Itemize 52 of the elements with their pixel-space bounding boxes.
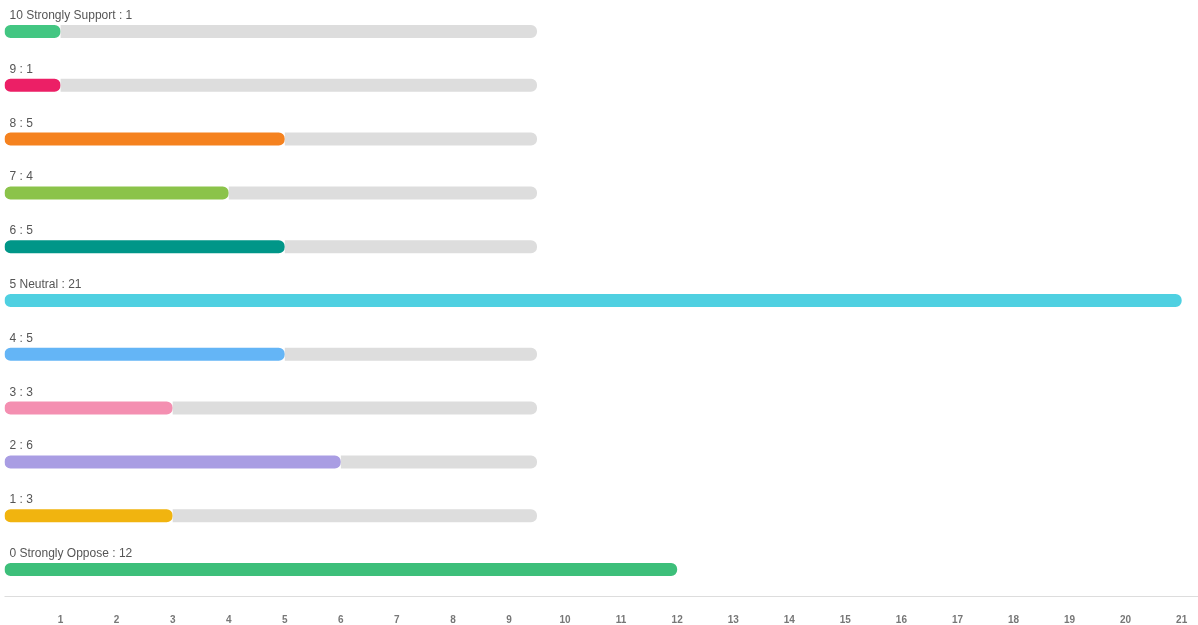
x-tick-label: 12: [671, 613, 684, 625]
x-tick-label: 10: [559, 613, 572, 625]
bar: [172, 509, 538, 523]
x-tick-label: 6: [338, 613, 345, 625]
y-tick-label: 4 : 5: [9, 330, 34, 345]
x-tick-label: 21: [1176, 613, 1188, 625]
bar: [284, 132, 538, 146]
bar: [4, 186, 229, 200]
y-tick-label: 0 Strongly Oppose : 12: [9, 546, 133, 560]
bar: [4, 240, 285, 254]
x-tick-label: 14: [783, 613, 796, 625]
y-tick-label: 6 : 5: [9, 223, 34, 238]
y-tick-label: 5 Neutral : 21: [9, 277, 82, 291]
y-tick-label: 3 : 3: [9, 384, 34, 399]
x-tick-label: 18: [1007, 613, 1020, 625]
y-tick-label: 8 : 5: [9, 115, 34, 130]
x-tick-label: 1: [57, 613, 64, 625]
bar: [4, 455, 341, 469]
bar: [60, 25, 538, 38]
bar: [4, 509, 173, 523]
bar: [4, 401, 173, 415]
x-tick-label: 13: [727, 613, 740, 625]
x-tick-label: 2: [113, 613, 120, 625]
bar: [228, 186, 538, 200]
x-tick-label: 4: [225, 613, 232, 625]
x-tick-label: 16: [895, 613, 908, 625]
x-tick-label: 17: [951, 613, 964, 625]
x-tick-label: 9: [506, 613, 513, 625]
bar: [60, 78, 538, 92]
y-tick-label: 10 Strongly Support : 1: [9, 8, 133, 22]
x-tick-label: 7: [394, 613, 401, 625]
y-tick-label: 1 : 3: [9, 492, 34, 507]
y-tick-label: 9 : 1: [9, 61, 34, 76]
bar: [172, 401, 538, 415]
y-tick-label: 2 : 6: [9, 438, 34, 453]
bar: [4, 25, 61, 38]
bar: [4, 78, 61, 92]
bar: [284, 347, 538, 361]
x-tick-label: 15: [839, 613, 852, 625]
bar: [4, 132, 285, 146]
x-tick-label: 20: [1120, 613, 1132, 625]
x-tick-label: 19: [1064, 613, 1076, 625]
bar: [4, 563, 678, 576]
y-tick-label: 7 : 4: [9, 169, 34, 184]
x-tick-label: 11: [615, 613, 627, 625]
bar: [4, 347, 285, 361]
bar: [340, 455, 538, 469]
x-tick-label: 8: [450, 613, 457, 625]
x-tick-label: 5: [282, 613, 288, 625]
bar: [284, 240, 538, 254]
x-tick-label: 3: [169, 613, 176, 625]
bar: [4, 294, 1182, 307]
